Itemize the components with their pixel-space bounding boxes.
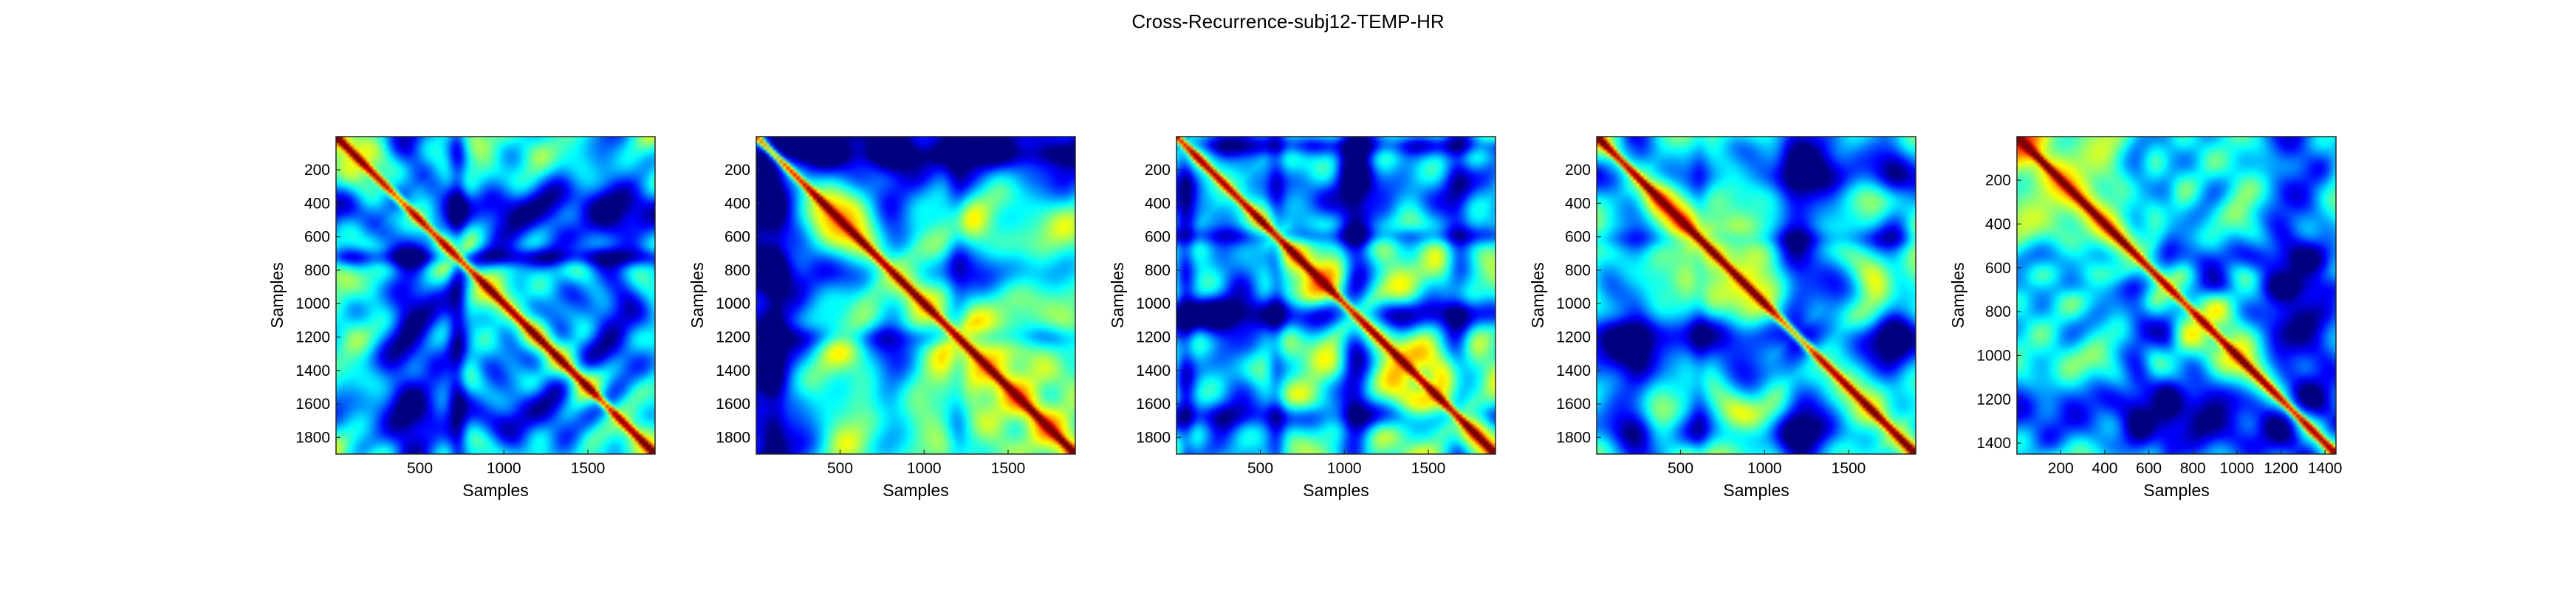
y-tick-label: 1400 <box>1136 363 1171 379</box>
y-tick-label: 600 <box>304 229 330 246</box>
x-axis-label: Samples <box>2143 481 2209 500</box>
y-tick-label: 1000 <box>1556 295 1591 312</box>
axes-frame <box>2016 136 2337 455</box>
subplot-2: 500 1000 1500 200 400 600 800 1000 1200 1400 1600 1… <box>688 136 1076 500</box>
y-tick-label: 800 <box>1985 303 2011 320</box>
y-tick-label: 400 <box>304 195 330 212</box>
axes-frame <box>335 136 656 455</box>
y-tick-label: 200 <box>1145 162 1171 179</box>
y-axis-label: Samples <box>1108 262 1127 328</box>
y-tick-label: 1200 <box>1556 329 1591 346</box>
heatmap-image <box>336 137 655 454</box>
y-tick-label: 400 <box>1565 195 1591 212</box>
subplot-4: 500 1000 1500 200 400 600 800 1000 1200 1400 1600 1… <box>1528 136 1916 500</box>
x-tick-label: 600 <box>2136 460 2162 477</box>
x-tick-label: 200 <box>2048 460 2074 477</box>
y-tick-label: 1000 <box>1136 295 1171 312</box>
x-tick-label: 1500 <box>571 460 606 477</box>
y-tick-label: 1000 <box>295 295 330 312</box>
y-tick-label: 200 <box>304 162 330 179</box>
y-tick-label: 200 <box>1565 162 1591 179</box>
y-tick-label: 800 <box>304 262 330 279</box>
x-tick-label: 1500 <box>1411 460 1446 477</box>
x-tick-label: 400 <box>2092 460 2117 477</box>
y-tick-label: 600 <box>1985 260 2011 277</box>
y-tick-label: 600 <box>1565 229 1591 246</box>
y-tick-label: 1200 <box>1136 329 1171 346</box>
x-tick-label: 500 <box>1247 460 1273 477</box>
x-tick-label: 1000 <box>907 460 942 477</box>
y-tick-label: 1400 <box>716 363 750 379</box>
x-tick-label: 500 <box>407 460 433 477</box>
x-tick-label: 1500 <box>991 460 1026 477</box>
y-tick-label: 1200 <box>295 329 330 346</box>
x-axis-label: Samples <box>1723 481 1789 500</box>
y-tick-label: 800 <box>1145 262 1171 279</box>
x-tick-label: 500 <box>1668 460 1693 477</box>
x-tick-label: 1000 <box>2219 460 2254 477</box>
subplot-5: 200 400 600 800 1000 1200 1400 200 400 600 800 1000… <box>1948 136 2343 500</box>
subplot-3: 500 1000 1500 200 400 600 800 1000 1200 1400 1600 1… <box>1108 136 1496 500</box>
y-tick-label: 1200 <box>716 329 750 346</box>
y-tick-label: 1800 <box>1136 429 1171 446</box>
x-axis-label: Samples <box>462 481 528 500</box>
x-tick-label: 1000 <box>1327 460 1362 477</box>
axes-frame <box>756 136 1076 455</box>
y-tick-label: 600 <box>1145 229 1171 246</box>
y-tick-label: 1000 <box>716 295 750 312</box>
y-tick-label: 400 <box>1985 216 2011 233</box>
y-tick-label: 1400 <box>1556 363 1591 379</box>
x-tick-label: 1000 <box>487 460 521 477</box>
y-axis-label: Samples <box>688 262 707 328</box>
heatmap-image <box>756 137 1075 454</box>
heatmap-image <box>1597 137 1916 454</box>
x-tick-label: 1400 <box>2308 460 2343 477</box>
x-tick-label: 500 <box>827 460 853 477</box>
y-tick-label: 1600 <box>716 396 750 413</box>
y-tick-label: 1600 <box>1556 396 1591 413</box>
x-axis-label: Samples <box>1303 481 1368 500</box>
y-axis-label: Samples <box>267 262 287 328</box>
x-tick-label: 800 <box>2180 460 2206 477</box>
y-tick-label: 1000 <box>1976 347 2011 364</box>
x-tick-label: 1000 <box>1747 460 1782 477</box>
y-tick-label: 200 <box>724 162 750 179</box>
subplot-1: 500 1000 1500 200 400 600 800 1000 1200 1400 1600 1… <box>267 136 656 500</box>
y-tick-label: 1800 <box>1556 429 1591 446</box>
y-tick-label: 1600 <box>295 396 330 413</box>
y-tick-label: 1800 <box>716 429 750 446</box>
y-axis-label: Samples <box>1528 262 1547 328</box>
y-tick-label: 1400 <box>295 363 330 379</box>
axes-frame <box>1176 136 1496 455</box>
x-axis-label: Samples <box>883 481 948 500</box>
y-tick-label: 800 <box>1565 262 1591 279</box>
heatmap-image <box>1176 137 1496 454</box>
y-axis-label: Samples <box>1948 262 1967 328</box>
y-tick-label: 400 <box>724 195 750 212</box>
y-tick-label: 800 <box>724 262 750 279</box>
y-tick-label: 200 <box>1985 172 2011 189</box>
x-tick-label: 1500 <box>1832 460 1866 477</box>
heatmap-image <box>2017 137 2336 454</box>
y-tick-label: 600 <box>724 229 750 246</box>
y-tick-label: 1200 <box>1976 391 2011 408</box>
y-tick-label: 1600 <box>1136 396 1171 413</box>
y-tick-label: 1400 <box>1976 435 2011 452</box>
figure-title: Cross-Recurrence-subj12-TEMP-HR <box>1131 10 1445 32</box>
axes-frame <box>1596 136 1916 455</box>
y-tick-label: 400 <box>1145 195 1171 212</box>
y-tick-label: 1800 <box>295 429 330 446</box>
x-tick-label: 1200 <box>2264 460 2298 477</box>
